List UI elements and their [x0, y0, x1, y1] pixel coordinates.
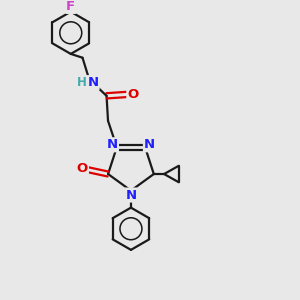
Text: N: N: [88, 76, 99, 89]
Text: N: N: [144, 138, 155, 151]
Text: N: N: [107, 138, 118, 151]
Text: F: F: [66, 0, 75, 13]
Text: H: H: [77, 76, 87, 89]
Text: N: N: [125, 188, 136, 202]
Text: O: O: [77, 162, 88, 175]
Text: O: O: [127, 88, 139, 101]
